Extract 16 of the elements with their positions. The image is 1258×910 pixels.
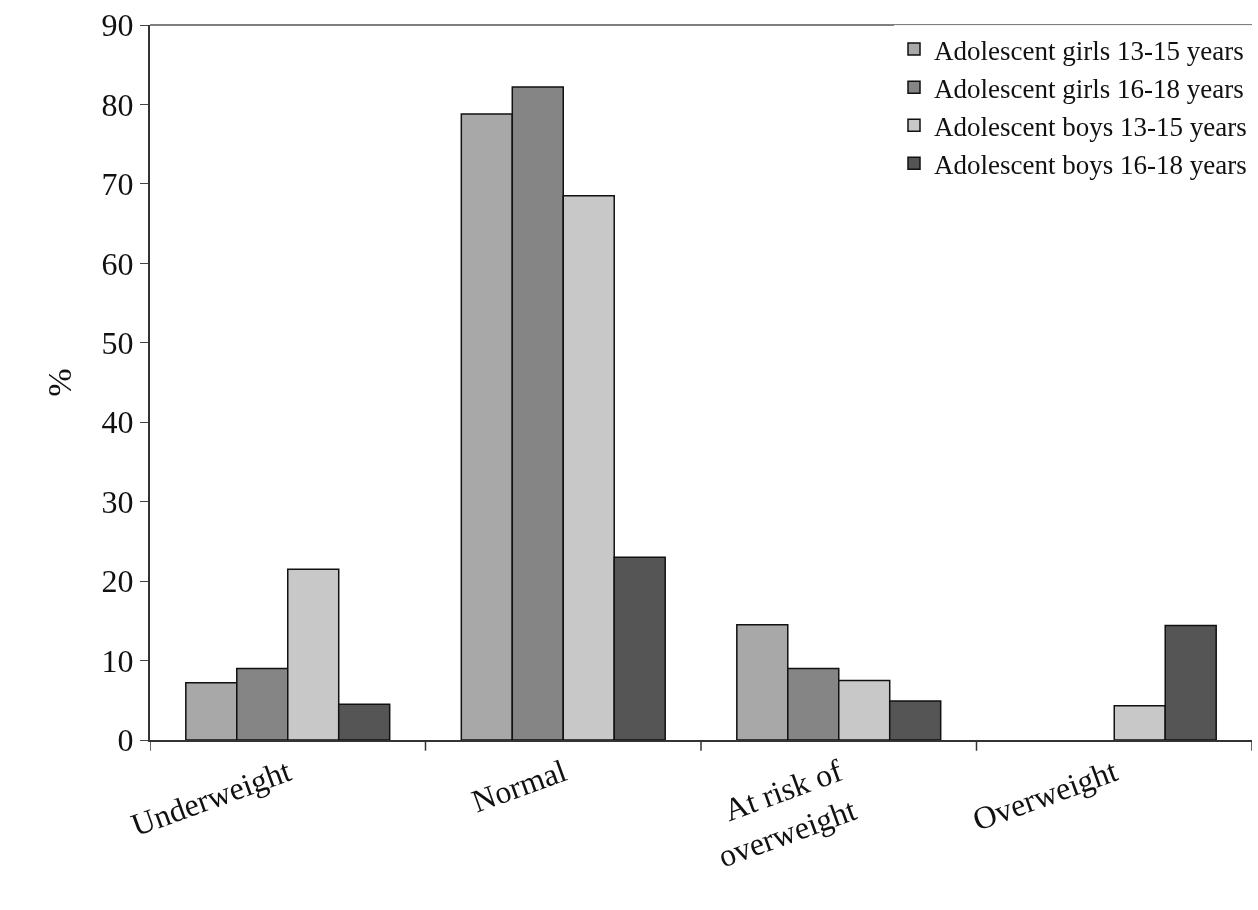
legend-label: Adolescent girls 13-15 years: [934, 35, 1244, 66]
legend-label: Adolescent boys 13-15 years: [934, 111, 1247, 142]
x-tick-label: Normal: [466, 752, 572, 820]
y-tick-label: 0: [117, 722, 134, 759]
y-tick-label: 10: [101, 642, 134, 679]
legend-label: Adolescent girls 16-18 years: [934, 73, 1244, 104]
y-tick-label: 70: [101, 166, 134, 203]
legend-label: Adolescent boys 16-18 years: [934, 149, 1247, 180]
y-tick-label: 30: [101, 483, 134, 520]
y-axis-title: %: [41, 368, 78, 397]
y-tick-label: 40: [101, 404, 134, 441]
y-tick-label: 90: [101, 7, 134, 44]
y-tick-label: 80: [101, 86, 134, 123]
y-tick-label: 20: [101, 563, 134, 600]
y-tick-label: 60: [101, 245, 134, 282]
y-tick-label: 50: [101, 324, 134, 361]
